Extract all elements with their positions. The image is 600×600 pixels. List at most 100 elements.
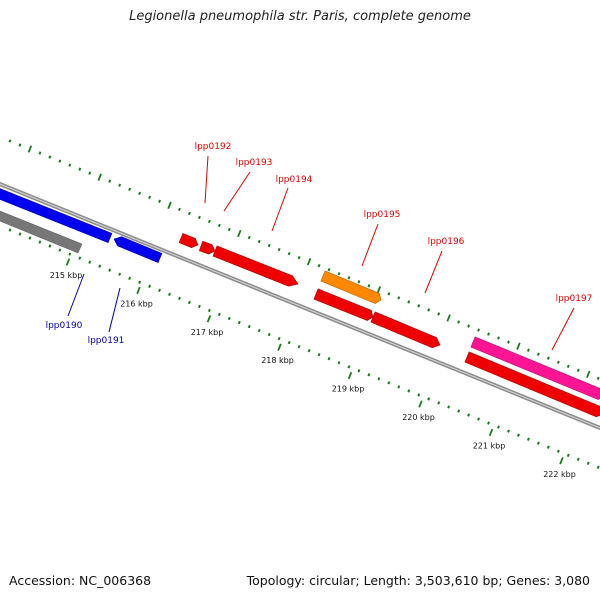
minor-tick-dot — [327, 357, 331, 361]
minor-tick-dot — [357, 369, 361, 373]
lpp0196-gene-arrow[interactable] — [313, 288, 374, 321]
lpp0195-gene-arrow[interactable] — [320, 270, 382, 304]
lpp0193-label-leader — [223, 171, 251, 212]
minor-tick-dot — [477, 328, 481, 332]
major-tick — [65, 258, 71, 266]
minor-tick-dot — [566, 364, 570, 368]
minor-tick-dot — [168, 292, 171, 297]
major-tick — [488, 428, 494, 437]
minor-tick-dot — [207, 219, 211, 224]
lpp0190-gene-arrow[interactable] — [0, 187, 113, 243]
tick-label: 220 kbp — [402, 413, 435, 422]
minor-tick-dot — [257, 239, 261, 244]
minor-tick-dot — [447, 405, 451, 409]
lpp0194-label[interactable]: lpp0194 — [276, 175, 313, 185]
minor-tick-dot — [158, 288, 161, 293]
minor-tick-dot — [207, 308, 211, 313]
minor-tick-dot — [457, 320, 461, 324]
minor-tick-dot — [48, 244, 52, 248]
minor-tick-dot — [48, 155, 52, 159]
minor-tick-dot — [267, 332, 271, 337]
minor-tick-dot — [546, 356, 550, 360]
minor-tick-dot — [277, 247, 281, 252]
minor-tick-dot — [217, 312, 221, 317]
minor-tick-dot — [536, 352, 540, 356]
minor-tick-dot — [178, 296, 181, 301]
tick-label: 216 kbp — [120, 299, 153, 308]
lpp0191-gene-arrow[interactable] — [113, 236, 163, 263]
minor-tick-dot — [88, 171, 92, 175]
lpp0197-gene-arrow[interactable] — [470, 336, 600, 400]
minor-tick-dot — [497, 425, 500, 429]
lpp0193-gene-arrow[interactable] — [198, 240, 216, 255]
minor-tick-dot — [128, 187, 132, 191]
minor-tick-dot — [427, 397, 431, 401]
minor-tick-dot — [277, 336, 281, 341]
adjacent-gene-arrow[interactable] — [464, 351, 600, 418]
lpp0193-label[interactable]: lpp0193 — [236, 158, 273, 168]
lpp0196-label-leader — [424, 250, 443, 294]
lpp0191-label[interactable]: lpp0191 — [88, 336, 125, 346]
minor-tick-dot — [446, 314, 451, 322]
minor-tick-dot — [158, 199, 161, 204]
lpp0197-label-leader — [551, 307, 575, 351]
lpp0192-label[interactable]: lpp0192 — [195, 142, 232, 152]
minor-tick-dot — [227, 316, 231, 321]
minor-tick-dot — [507, 340, 510, 344]
minor-tick-dot — [237, 320, 241, 325]
minor-tick-dot — [118, 272, 122, 276]
tick-label: 221 kbp — [473, 441, 506, 450]
minor-tick-dot — [576, 457, 580, 461]
lpp0195-label[interactable]: lpp0195 — [364, 210, 401, 220]
lpp0195-label-leader — [361, 223, 379, 267]
minor-tick-dot — [457, 409, 461, 413]
minor-tick-dot — [247, 235, 251, 240]
minor-tick-dot — [237, 229, 242, 238]
minor-tick-dot — [546, 445, 550, 449]
accession-text: Accession: NC_006368 — [9, 573, 152, 588]
lpp0190-label-leader — [67, 273, 85, 317]
minor-tick-dot — [38, 240, 42, 244]
minor-tick-dot — [477, 417, 481, 421]
minor-tick-dot — [138, 191, 142, 195]
lpp0196-gene-arrow-segment[interactable] — [370, 311, 441, 349]
minor-tick-dot — [257, 328, 261, 333]
lpp0190-label[interactable]: lpp0190 — [46, 321, 83, 331]
tick-label: 215 kbp — [50, 271, 83, 280]
major-tick — [418, 400, 423, 408]
minor-tick-dot — [118, 183, 122, 187]
minor-tick-dot — [596, 465, 600, 470]
minor-tick-dot — [78, 167, 82, 171]
lpp0197-label[interactable]: lpp0197 — [556, 294, 593, 304]
gray-feature-block — [0, 210, 83, 254]
minor-tick-dot — [317, 353, 321, 357]
lpp0194-label-leader — [271, 187, 289, 232]
minor-tick-dot — [357, 280, 361, 284]
minor-tick-dot — [148, 284, 152, 288]
minor-tick-dot — [227, 227, 231, 232]
minor-tick-dot — [267, 243, 271, 248]
minor-tick-dot — [516, 433, 520, 437]
lpp0191-label-leader — [108, 287, 121, 333]
minor-tick-dot — [178, 207, 181, 212]
minor-tick-dot — [8, 228, 12, 232]
tick-label: 219 kbp — [332, 385, 365, 394]
minor-tick-dot — [188, 300, 191, 305]
lpp0194-gene-arrow[interactable] — [212, 245, 299, 287]
minor-tick-dot — [556, 360, 560, 364]
minor-tick-dot — [417, 393, 421, 397]
minor-tick-dot — [148, 195, 152, 199]
lpp0192-gene-arrow[interactable] — [178, 233, 199, 249]
minor-tick-dot — [327, 268, 331, 272]
minor-tick-dot — [367, 373, 371, 377]
backbone-line-inner — [0, 183, 600, 429]
minor-tick-dot — [287, 340, 291, 345]
major-tick — [347, 371, 353, 380]
minor-tick-dot — [108, 179, 112, 183]
minor-tick-dot — [58, 248, 62, 252]
minor-tick-dot — [497, 336, 500, 340]
lpp0196-label[interactable]: lpp0196 — [428, 237, 465, 247]
genome-title: Legionella pneumophila str. Paris, compl… — [129, 9, 471, 24]
minor-tick-dot — [347, 365, 351, 369]
minor-tick-dot — [526, 348, 530, 352]
